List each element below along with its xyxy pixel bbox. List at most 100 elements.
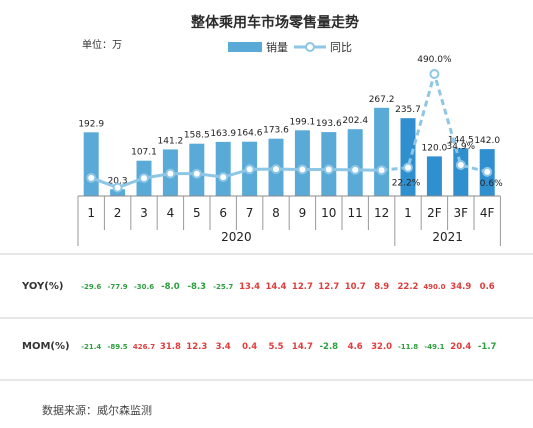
table-cell-1-14: 20.4 — [450, 342, 471, 352]
bar-value-label-4: 158.5 — [184, 131, 210, 141]
bar-value-label-10: 202.4 — [342, 116, 368, 126]
table-cell-1-6: 0.4 — [242, 342, 257, 352]
x-tick-6: 7 — [246, 206, 254, 220]
x-tick-12: 1 — [404, 206, 412, 220]
table-cell-1-3: 31.8 — [160, 342, 181, 352]
bar-8 — [294, 130, 310, 196]
line-point-0 — [86, 172, 97, 183]
table-cell-1-15: -1.7 — [478, 342, 497, 352]
legend-line-label: 同比 — [330, 41, 352, 54]
table-cell-0-1: -77.9 — [108, 283, 128, 291]
x-tick-10: 11 — [348, 206, 363, 220]
unit-label: 单位：万 — [82, 38, 122, 51]
legend: 销量 同比 — [228, 40, 352, 54]
line-point-5 — [218, 172, 229, 183]
bar-value-label-1: 20.3 — [108, 176, 128, 186]
chart-title: 整体乘用车市场零售量走势 — [190, 14, 359, 31]
table-cell-0-9: 12.7 — [318, 282, 339, 292]
line-value-label-12: 22.2% — [392, 179, 421, 189]
x-tick-4: 5 — [193, 206, 201, 220]
bar-value-label-8: 199.1 — [290, 117, 316, 127]
bar-series — [83, 107, 495, 196]
x-tick-0: 1 — [87, 206, 95, 220]
table-row-header-1: MOM(%) — [22, 341, 70, 352]
bar-value-label-12: 235.7 — [395, 105, 421, 115]
bar-value-label-11: 267.2 — [369, 95, 395, 105]
table-cell-1-9: -2.8 — [320, 342, 339, 352]
table-cell-0-0: -29.6 — [81, 283, 101, 291]
data-table: YOY(%) -29.6 -77.9 -30.6 -8.0 -8.3 -25.7 13.4 14… — [0, 253, 533, 381]
table-cell-1-2: 426.7 — [133, 343, 155, 351]
line-value-label-15: 0.6% — [480, 179, 503, 189]
table-cell-0-13: 490.0 — [423, 283, 445, 291]
bar-11 — [374, 107, 390, 196]
line-point-8 — [297, 164, 308, 175]
table-cell-0-7: 14.4 — [266, 282, 287, 292]
table-cell-1-11: 32.0 — [371, 342, 392, 352]
table-row-header-0: YOY(%) — [21, 281, 63, 292]
line-point-2 — [139, 173, 149, 184]
bar-10 — [347, 129, 363, 196]
bar-value-label-0: 192.9 — [78, 119, 104, 129]
table-cell-0-5: -25.7 — [213, 283, 233, 291]
source-note: 数据来源：威尔森监测 — [42, 403, 152, 417]
year-label-2020: 2020 — [221, 230, 252, 244]
x-tick-14: 3F — [454, 206, 469, 220]
bar-1 — [110, 189, 126, 196]
line-labels: 22.2% 490.0% 34.9% 0.6% — [392, 55, 503, 189]
year-labels: 2020 2021 — [221, 230, 463, 244]
line-point-6 — [244, 164, 255, 175]
bar-value-label-3: 141.2 — [158, 136, 184, 146]
line-point-12 — [403, 162, 413, 173]
x-tick-15: 4F — [480, 206, 495, 220]
table-cell-0-3: -8.0 — [161, 282, 180, 292]
table-cell-1-13: -49.1 — [424, 343, 444, 351]
x-tick-11: 12 — [374, 206, 389, 220]
table-cell-1-5: 3.4 — [216, 342, 231, 352]
x-tick-13: 2F — [427, 206, 442, 220]
year-label-2021: 2021 — [432, 230, 463, 244]
table-cell-0-11: 8.9 — [374, 282, 389, 292]
line-point-10 — [350, 164, 361, 175]
line-points — [86, 69, 493, 193]
legend-bar-swatch — [228, 42, 262, 52]
table-cell-0-4: -8.3 — [188, 282, 207, 292]
x-tick-2: 3 — [140, 206, 148, 220]
legend-line-marker — [305, 42, 315, 52]
line-2020 — [90, 167, 382, 190]
table-cell-1-4: 12.3 — [186, 342, 207, 352]
line-point-3 — [165, 168, 176, 179]
line-point-7 — [271, 164, 281, 175]
line-point-9 — [323, 164, 334, 175]
line-value-label-13: 490.0% — [417, 55, 452, 65]
bar-value-label-13: 120.0 — [422, 143, 448, 153]
table-cell-0-10: 10.7 — [345, 282, 366, 292]
line-point-14 — [455, 160, 466, 170]
bar-12 — [400, 118, 416, 196]
line-point-11 — [376, 165, 387, 176]
bar-value-label-9: 193.6 — [316, 119, 342, 129]
x-tick-7: 8 — [272, 206, 280, 220]
line-point-1 — [112, 182, 123, 193]
bar-value-label-2: 107.1 — [131, 148, 157, 158]
bar-value-label-6: 164.6 — [237, 129, 263, 139]
table-cell-0-2: -30.6 — [134, 283, 154, 291]
line-value-label-14: 34.9% — [447, 142, 476, 152]
bar-14 — [453, 148, 469, 196]
bar-value-label-7: 173.6 — [263, 126, 289, 136]
x-tick-1: 2 — [114, 206, 122, 220]
line-point-13 — [429, 69, 440, 79]
table-cell-1-1: -89.5 — [108, 343, 128, 351]
line-point-4 — [191, 168, 202, 179]
table-cell-1-10: 4.6 — [348, 342, 363, 352]
x-tick-labels: 1 2 3 4 5 6 7 8 9 10 11 12 1 2F 3F 4F — [87, 206, 494, 220]
bar-value-label-14: 144.5 — [448, 135, 474, 145]
bar-0 — [83, 132, 99, 196]
legend-bar-label: 销量 — [266, 40, 288, 54]
x-tick-8: 9 — [299, 206, 307, 220]
bar-value-label-15: 142.0 — [474, 136, 500, 146]
bar-9 — [321, 132, 337, 196]
table-cell-0-14: 34.9 — [450, 282, 471, 292]
